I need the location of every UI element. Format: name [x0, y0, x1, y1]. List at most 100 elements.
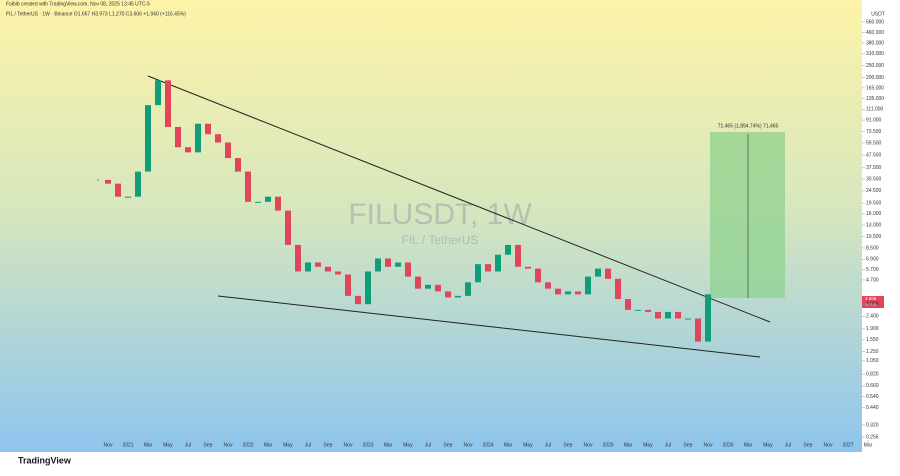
y-tick-label: 8.500 — [866, 245, 879, 251]
candle — [645, 309, 651, 312]
long-position-box — [710, 132, 785, 298]
candle — [335, 271, 341, 275]
candle — [465, 282, 471, 296]
x-tick-label: 2025 — [602, 442, 613, 448]
y-tick-label: 250.000 — [866, 63, 884, 69]
candle — [635, 309, 641, 311]
y-tick-label: 47.500 — [866, 152, 882, 158]
candle — [415, 276, 421, 289]
x-tick-label: Sep — [684, 442, 693, 448]
y-tick-label: 3.000 — [866, 302, 879, 308]
x-tick-label: Sep — [444, 442, 453, 448]
x-tick-label: Sep — [804, 442, 813, 448]
currency: USDT — [871, 11, 885, 17]
y-tick-label: 111.000 — [866, 107, 884, 113]
candle — [385, 258, 391, 267]
candle — [655, 311, 661, 319]
price-axis — [862, 0, 900, 452]
candle — [555, 288, 561, 295]
candle — [175, 127, 181, 148]
x-tick-label: 2024 — [482, 442, 493, 448]
x-tick-label: 2026 — [722, 442, 733, 448]
y-tick-label: 380.000 — [866, 40, 884, 46]
candle — [285, 210, 291, 245]
x-tick-label: May — [283, 442, 293, 448]
x-tick-label: Nov — [104, 442, 113, 448]
candle — [515, 244, 521, 267]
x-tick-label: 2022 — [242, 442, 253, 448]
x-tick-label: Jul — [785, 442, 791, 448]
y-tick-label: 200.000 — [866, 75, 884, 81]
candle — [485, 264, 491, 272]
x-tick-label: May — [763, 442, 773, 448]
y-tick-label: 2.400 — [866, 314, 879, 320]
candle — [495, 254, 501, 272]
x-tick-label: Nov — [704, 442, 713, 448]
candle — [395, 262, 401, 267]
x-tick-label: Mar — [144, 442, 153, 448]
y-tick-label: 73.500 — [866, 129, 882, 135]
candle — [145, 105, 151, 172]
candle — [275, 196, 281, 211]
x-tick-label: Nov — [824, 442, 833, 448]
price-tag — [862, 296, 884, 308]
candle — [185, 147, 191, 153]
x-tick-label: Nov — [224, 442, 233, 448]
symbol-legend: FIL / TetherUS · 1W · Binance O1.667 H3.… — [6, 11, 186, 17]
candle — [615, 278, 621, 300]
credit: Falbib created with TradingView.com, Nov… — [6, 1, 150, 7]
candle — [585, 276, 591, 295]
candle — [215, 134, 221, 143]
candle — [195, 123, 201, 153]
candle — [135, 171, 141, 197]
x-tick-label: Mar — [504, 442, 513, 448]
candle — [675, 311, 681, 319]
x-tick-label: May — [523, 442, 533, 448]
y-tick-label: 1.050 — [866, 358, 879, 364]
candle — [295, 244, 301, 272]
x-tick-label: Nov — [584, 442, 593, 448]
candle — [435, 284, 441, 292]
x-tick-label: Nov — [344, 442, 353, 448]
candle — [125, 196, 131, 198]
x-tick-label: Nov — [464, 442, 473, 448]
candle — [455, 295, 461, 298]
price-tag-price: 3.606 — [865, 296, 877, 301]
x-tick-label: Sep — [564, 442, 573, 448]
candle — [225, 142, 231, 159]
price-tag-countdown: 1d 10h — [865, 302, 877, 307]
candle — [115, 183, 121, 197]
y-tick-label: 6.900 — [866, 257, 879, 263]
candle — [355, 295, 361, 305]
candle — [245, 171, 251, 202]
candle — [475, 264, 481, 283]
y-tick-label: 91.000 — [866, 117, 882, 123]
candle — [445, 291, 451, 298]
candle — [605, 268, 611, 279]
candle — [405, 262, 411, 277]
candle — [695, 318, 701, 342]
footer — [0, 452, 900, 471]
x-tick-label: Sep — [324, 442, 333, 448]
y-tick-label: 5.700 — [866, 267, 879, 273]
candle — [545, 282, 551, 289]
position-label: 71.465 (1,894.74%) 71,465 — [718, 123, 779, 129]
x-tick-label: Sep — [204, 442, 213, 448]
y-tick-label: 13.000 — [866, 222, 882, 228]
candle — [535, 268, 541, 283]
candle — [265, 196, 271, 202]
x-tick-label: Jul — [305, 442, 311, 448]
watermark-symbol: FILUSDT, 1W — [348, 198, 532, 231]
y-tick-label: 0.320 — [866, 422, 879, 428]
x-tick-label: May — [403, 442, 413, 448]
y-tick-label: 30.500 — [866, 176, 882, 182]
candle — [375, 258, 381, 272]
y-tick-label: 165.000 — [866, 85, 884, 91]
y-tick-label: 19.500 — [866, 201, 882, 207]
candle — [325, 266, 331, 272]
candle — [105, 179, 111, 184]
candle — [595, 268, 601, 277]
y-tick-label: 1.550 — [866, 337, 879, 343]
y-tick-label: 37.500 — [866, 165, 882, 171]
watermark-name: FIL / TetherUS — [402, 233, 479, 247]
